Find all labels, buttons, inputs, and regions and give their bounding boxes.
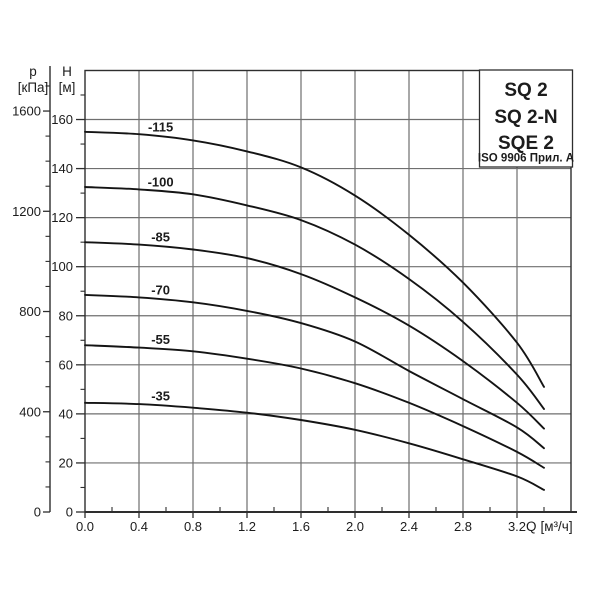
head-tick-label-100: 100 [51,259,73,274]
flow-tick-label-2.8: 2.8 [454,519,472,534]
head-axis-unit: [м] [59,80,76,95]
flow-tick-label-2.4: 2.4 [400,519,418,534]
curve-55 [84,344,545,469]
flow-tick-label-0.4: 0.4 [130,519,148,534]
pressure-axis-unit: [кПа] [18,80,49,95]
curve-label-85: -85 [151,230,170,245]
curve-label-100: -100 [148,174,174,189]
curve-115 [84,130,545,388]
legend-model-sq2: SQ 2 [504,80,547,101]
head-tick-label-140: 140 [51,161,73,176]
curve-label-115: -115 [148,120,173,135]
pressure-tick-label-0: 0 [34,505,41,520]
pressure-tick-label-800: 800 [19,304,41,319]
legend-standard: ISO 9906 Прил. А [478,153,574,165]
head-tick-label-40: 40 [59,406,73,421]
flow-axis-unit: [м³/ч] [541,519,573,534]
flow-tick-label-3.2: 3.2 [508,519,526,534]
curve-label-35: -35 [151,389,170,404]
legend-box [478,69,574,168]
axis-titles: p [кПа] H [м] Q [м³/ч] [18,64,573,534]
head-tick-label-60: 60 [59,357,73,372]
pressure-tick-label-1200: 1200 [12,204,41,219]
flow-tick-label-0.8: 0.8 [184,519,202,534]
flow-tick-label-2.0: 2.0 [346,519,364,534]
flow-axis-name: Q [526,519,537,534]
head-tick-label-160: 160 [51,112,73,127]
flow-tick-label-1.6: 1.6 [292,519,310,534]
head-tick-label-80: 80 [59,308,73,323]
flow-tick-label-1.2: 1.2 [238,519,256,534]
curve-label-55: -55 [151,332,170,347]
head-tick-label-20: 20 [59,455,73,470]
head-axis-name: H [62,64,72,79]
curve-label-70: -70 [151,282,170,297]
curve-85 [84,241,545,430]
legend-model-sq2n: SQ 2-N [494,107,557,128]
pressure-tick-label-1600: 1600 [12,104,41,119]
plot-area: 0 400 800 1200 1600 0 20 40 60 80 100 120 140 160 0.0 0… [12,66,577,534]
legend-model-sqe2: SQE 2 [498,133,554,154]
curve-100 [84,186,545,410]
head-tick-label-0: 0 [66,505,73,520]
pressure-tick-label-400: 400 [19,404,41,419]
curve-70 [84,293,545,450]
pressure-axis-name: p [29,64,37,79]
flow-axis-title: Q [м³/ч] [526,519,573,534]
curve-35 [84,401,545,491]
flow-tick-label-0.0: 0.0 [76,519,94,534]
legend: SQ 2 SQ 2-N SQE 2 ISO 9906 Прил. А [478,69,574,168]
head-tick-label-120: 120 [51,210,73,225]
